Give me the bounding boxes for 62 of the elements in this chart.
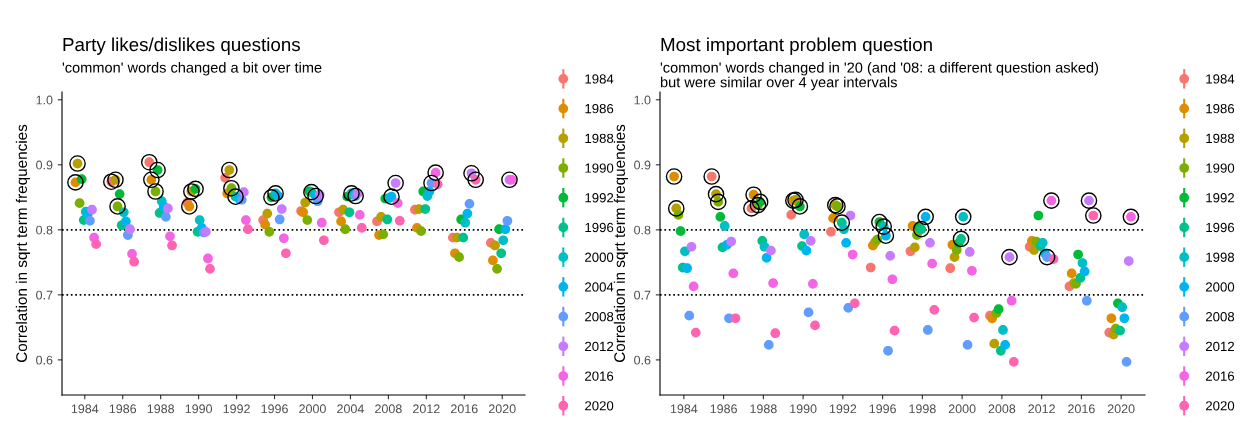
- legend-label: 2012: [585, 341, 614, 352]
- x-tick-label: 2012: [413, 404, 440, 414]
- legend-label: 2016: [585, 371, 614, 381]
- legend-label: 1996: [1206, 222, 1235, 233]
- y-axis-title: Correlation in sqrt term frequencies: [15, 124, 31, 363]
- legend-label: 1988: [1206, 133, 1235, 144]
- x-tick-label: 1986: [710, 404, 737, 414]
- y-tick-label: 0.7: [634, 290, 651, 300]
- x-tick-label: 2008: [988, 404, 1016, 414]
- legend-label: 1996: [585, 222, 614, 233]
- y-tick-label: 0.8: [634, 225, 651, 235]
- y-tick-label: 0.9: [36, 160, 53, 170]
- x-tick-label: 2016: [451, 404, 478, 414]
- legend-label: 1984: [585, 74, 614, 84]
- chart-title: Most important problem question: [661, 37, 932, 55]
- legend-label: 1998: [1206, 252, 1235, 262]
- legend-label: 1986: [585, 103, 614, 114]
- x-tick-label: 1990: [790, 404, 817, 414]
- chart-subtitle: 'common' words changed in '20 (and '08: a different question asked) but were similar over 4 year intervals: [660, 62, 1099, 91]
- x-tick-label: 1986: [109, 404, 137, 414]
- x-tick-label: 1996: [869, 404, 896, 414]
- y-tick-label: 1.0: [36, 95, 53, 105]
- legend-label: 2000: [1205, 282, 1235, 292]
- y-tick-label: 1.0: [634, 95, 651, 105]
- legend-label: 1986: [1206, 103, 1235, 114]
- y-tick-label: 0.9: [634, 160, 651, 170]
- x-tick-label: 1992: [829, 404, 857, 414]
- chart-subtitle: 'common' words changed a bit over time: [62, 62, 322, 76]
- x-tick-label: 1988: [750, 404, 777, 414]
- x-tick-label: 2004: [337, 404, 364, 414]
- x-tick-label: 1998: [909, 404, 936, 414]
- legend-label: 1988: [585, 133, 614, 144]
- y-tick-label: 0.7: [36, 290, 53, 300]
- y-tick-label: 0.6: [36, 355, 53, 365]
- legend-label: 2012: [1205, 341, 1234, 352]
- x-tick-label: 2020: [1107, 404, 1135, 414]
- x-tick-label: 1988: [147, 404, 175, 414]
- x-tick-label: 1990: [185, 404, 213, 414]
- x-tick-label: 2016: [1068, 404, 1095, 414]
- legend-label: 2008: [1205, 311, 1235, 322]
- legend-label: 1984: [1206, 74, 1235, 84]
- legend-label: 1992: [1206, 193, 1234, 203]
- y-tick-label: 0.6: [634, 355, 651, 365]
- x-tick-label: 1984: [71, 404, 99, 414]
- x-tick-label: 1984: [670, 404, 698, 414]
- x-tick-label: 2008: [375, 404, 402, 414]
- y-tick-label: 0.8: [36, 225, 53, 235]
- x-tick-label: 1996: [261, 404, 288, 414]
- legend-label: 1990: [585, 163, 614, 173]
- x-tick-label: 2020: [488, 404, 516, 414]
- legend-label: 2004: [585, 282, 614, 292]
- legend-label: 2000: [585, 252, 614, 262]
- x-tick-label: 2000: [948, 404, 976, 414]
- legend-label: 1990: [1206, 163, 1235, 173]
- x-tick-label: 2012: [1028, 404, 1055, 414]
- legend-label: 2008: [585, 311, 614, 322]
- x-tick-label: 2000: [299, 404, 326, 414]
- legend-label: 1992: [585, 193, 614, 203]
- legend-label: 2016: [1205, 371, 1235, 381]
- y-axis-title: Correlation in sqrt term frequencies: [613, 124, 629, 363]
- chart-title: Party likes/dislikes questions: [63, 37, 300, 55]
- x-tick-label: 1992: [223, 404, 250, 414]
